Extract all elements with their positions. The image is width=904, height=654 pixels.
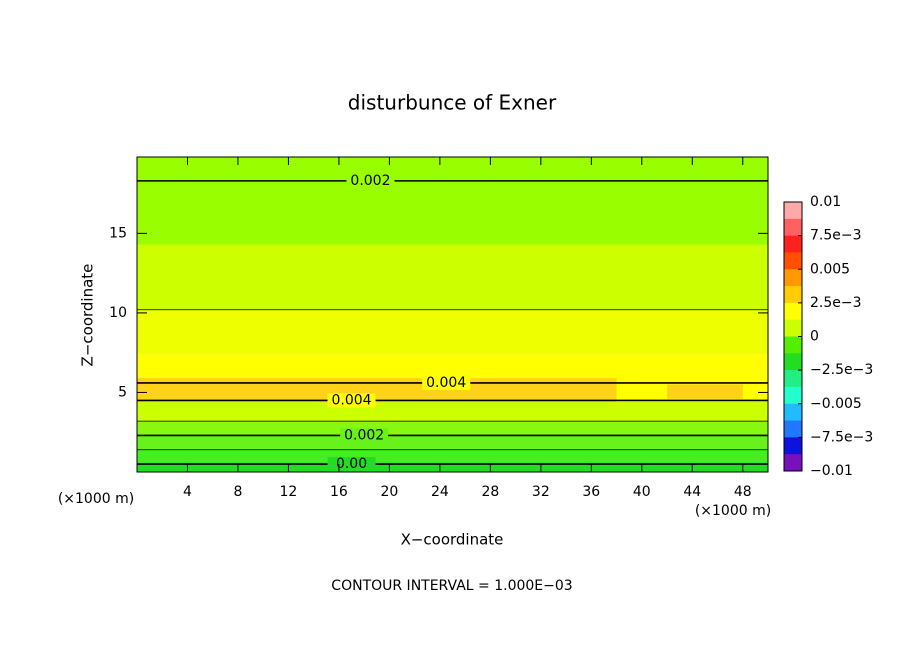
colorbar-tick-label: 0.005: [810, 261, 850, 277]
fill-region: [137, 435, 768, 450]
fill-region: [137, 421, 768, 436]
fill-region: [667, 384, 743, 399]
label-bg: [340, 428, 389, 443]
colorbar-tick-label: −7.5e−3: [810, 429, 873, 445]
colorbar-tick-label: 0.01: [810, 194, 841, 210]
x-unit: (×1000 m): [695, 503, 771, 519]
fill-region: [137, 402, 768, 422]
x-tick-label: 32: [532, 484, 550, 500]
x-tick-label: 8: [233, 484, 242, 500]
fill-region: [137, 378, 617, 402]
x-tick-label: 28: [481, 484, 499, 500]
fill-region: [137, 157, 768, 245]
colorbar-swatch: [784, 269, 802, 287]
y-tick-label: 5: [118, 384, 127, 400]
x-tick-label: 16: [330, 484, 348, 500]
y-tick-label: 10: [109, 305, 127, 321]
x-tick-label: 44: [683, 484, 701, 500]
colorbar-tick-label: 0: [810, 329, 819, 345]
fill-region: [137, 244, 768, 310]
x-tick-label: 48: [734, 484, 752, 500]
colorbar-swatch: [784, 420, 802, 438]
colorbar-swatch: [784, 386, 802, 405]
contour-label: 0.00: [336, 456, 367, 472]
colorbar-swatch: [784, 252, 802, 270]
note: CONTOUR INTERVAL = 1.000E−03: [331, 578, 572, 594]
y-axis-label: Z−coordinate: [79, 264, 97, 367]
colorbar-swatch: [784, 202, 802, 220]
label-bg: [422, 375, 471, 390]
y-tick-label: 15: [109, 225, 127, 241]
contour-label: 0.004: [331, 392, 371, 408]
colorbar-tick-label: −0.005: [810, 396, 862, 412]
label-bg: [346, 173, 395, 188]
colorbar-swatch: [784, 336, 802, 354]
colorbar-swatch: [784, 302, 802, 321]
colorbar-swatch: [784, 437, 802, 455]
label-bg: [327, 457, 376, 472]
colorbar-swatch: [784, 353, 802, 371]
colorbar-swatch: [784, 235, 802, 253]
chart-title: disturbunce of Exner: [348, 91, 557, 115]
colorbar-tick-label: 7.5e−3: [810, 228, 862, 244]
fill-region: [137, 309, 768, 355]
contour-label: 0.004: [426, 375, 466, 391]
fill-region: [137, 449, 768, 463]
colorbar-tick-label: 2.5e−3: [810, 295, 862, 311]
x-tick-label: 12: [280, 484, 298, 500]
colorbar-swatch: [784, 403, 802, 422]
x-unit: (×1000 m): [58, 491, 134, 507]
fill-region: [137, 462, 768, 472]
colorbar-swatch: [784, 319, 802, 337]
x-tick-label: 36: [582, 484, 600, 500]
colorbar-swatch: [784, 454, 802, 472]
x-axis-label: X−coordinate: [401, 531, 504, 549]
colorbar-tick-label: −2.5e−3: [810, 362, 873, 378]
label-bg: [327, 393, 376, 408]
contour-label: 0.002: [350, 173, 390, 189]
x-tick-label: 40: [633, 484, 651, 500]
colorbar-swatch: [784, 286, 802, 304]
colorbar-swatch: [784, 218, 802, 237]
colorbar-tick-label: −0.01: [810, 463, 853, 479]
contour-label: 0.002: [344, 427, 384, 443]
plot-frame: [136, 156, 769, 473]
x-tick-label: 24: [431, 484, 449, 500]
x-tick-label: 20: [380, 484, 398, 500]
x-tick-label: 4: [183, 484, 192, 500]
colorbar-swatch: [784, 370, 802, 388]
